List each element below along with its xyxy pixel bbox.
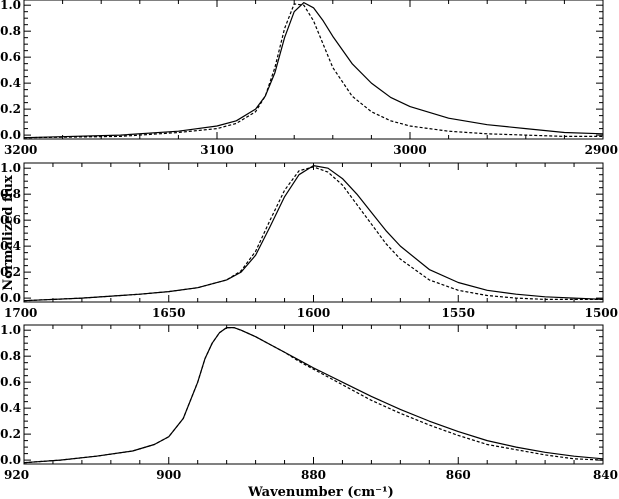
y-tick-label: 0.6 — [0, 213, 21, 227]
y-tick-label: 0.4 — [0, 401, 21, 415]
panel-frame — [23, 324, 604, 465]
series-line-solid — [23, 2, 604, 139]
x-tick-label: 1700 — [4, 306, 37, 320]
series-line-dashed — [23, 327, 604, 464]
x-tick-label: 1500 — [585, 306, 618, 320]
x-tick-label: 2900 — [585, 143, 618, 157]
y-tick-label: 0.6 — [0, 375, 21, 389]
series-line-dashed — [23, 3, 603, 139]
x-tick-label: 3100 — [200, 143, 233, 157]
series-line-dashed — [23, 166, 603, 302]
panel-3: 0.0 0.2 0.4 0.6 0.8 1.0 920 900 880 860 840 — [0, 323, 618, 482]
series-line-solid — [23, 165, 604, 302]
x-tick-label: 860 — [446, 468, 471, 482]
y-tick-label: 0.2 — [0, 427, 21, 441]
y-tick-label: 0.0 — [0, 128, 21, 142]
series-line-solid — [23, 327, 604, 464]
y-axis-title: Normalized flux — [1, 175, 16, 291]
x-tick-label: 1550 — [442, 306, 475, 320]
y-tick-label: 1.0 — [0, 161, 21, 175]
y-tick-label: 0.6 — [0, 50, 21, 64]
y-tick-label: 0.8 — [0, 187, 21, 201]
y-tick-label: 0.2 — [0, 265, 21, 279]
x-axis-title: Wavenumber (cm⁻¹) — [247, 485, 394, 499]
y-tick-label: 0.0 — [0, 453, 21, 467]
y-tick-label: 0.2 — [0, 102, 21, 116]
y-tick-label: 0.8 — [0, 24, 21, 38]
y-tick-label: 1.0 — [0, 0, 21, 12]
x-tick-label: 1650 — [152, 306, 185, 320]
panel-1: 0.0 0.2 0.4 0.6 0.8 1.0 3200 3100 3000 2900 — [0, 0, 618, 157]
x-tick-label: 880 — [301, 468, 326, 482]
y-tick-label: 0.4 — [0, 239, 21, 253]
panel-frame — [23, 162, 604, 303]
y-tick-label: 1.0 — [0, 323, 21, 337]
panel-frame — [23, 0, 604, 140]
x-tick-label: 840 — [593, 468, 618, 482]
y-tick-label: 0.8 — [0, 349, 21, 363]
panel-2: 0.0 0.2 0.4 0.6 0.8 1.0 1700 1650 1600 1550 1500 — [0, 161, 618, 320]
x-tick-label: 900 — [156, 468, 181, 482]
x-tick-label: 920 — [4, 468, 29, 482]
x-tick-label: 3200 — [4, 143, 37, 157]
x-tick-label: 1600 — [297, 306, 330, 320]
y-tick-label: 0.0 — [0, 291, 21, 305]
y-tick-label: 0.4 — [0, 76, 21, 90]
x-tick-label: 3000 — [393, 143, 426, 157]
